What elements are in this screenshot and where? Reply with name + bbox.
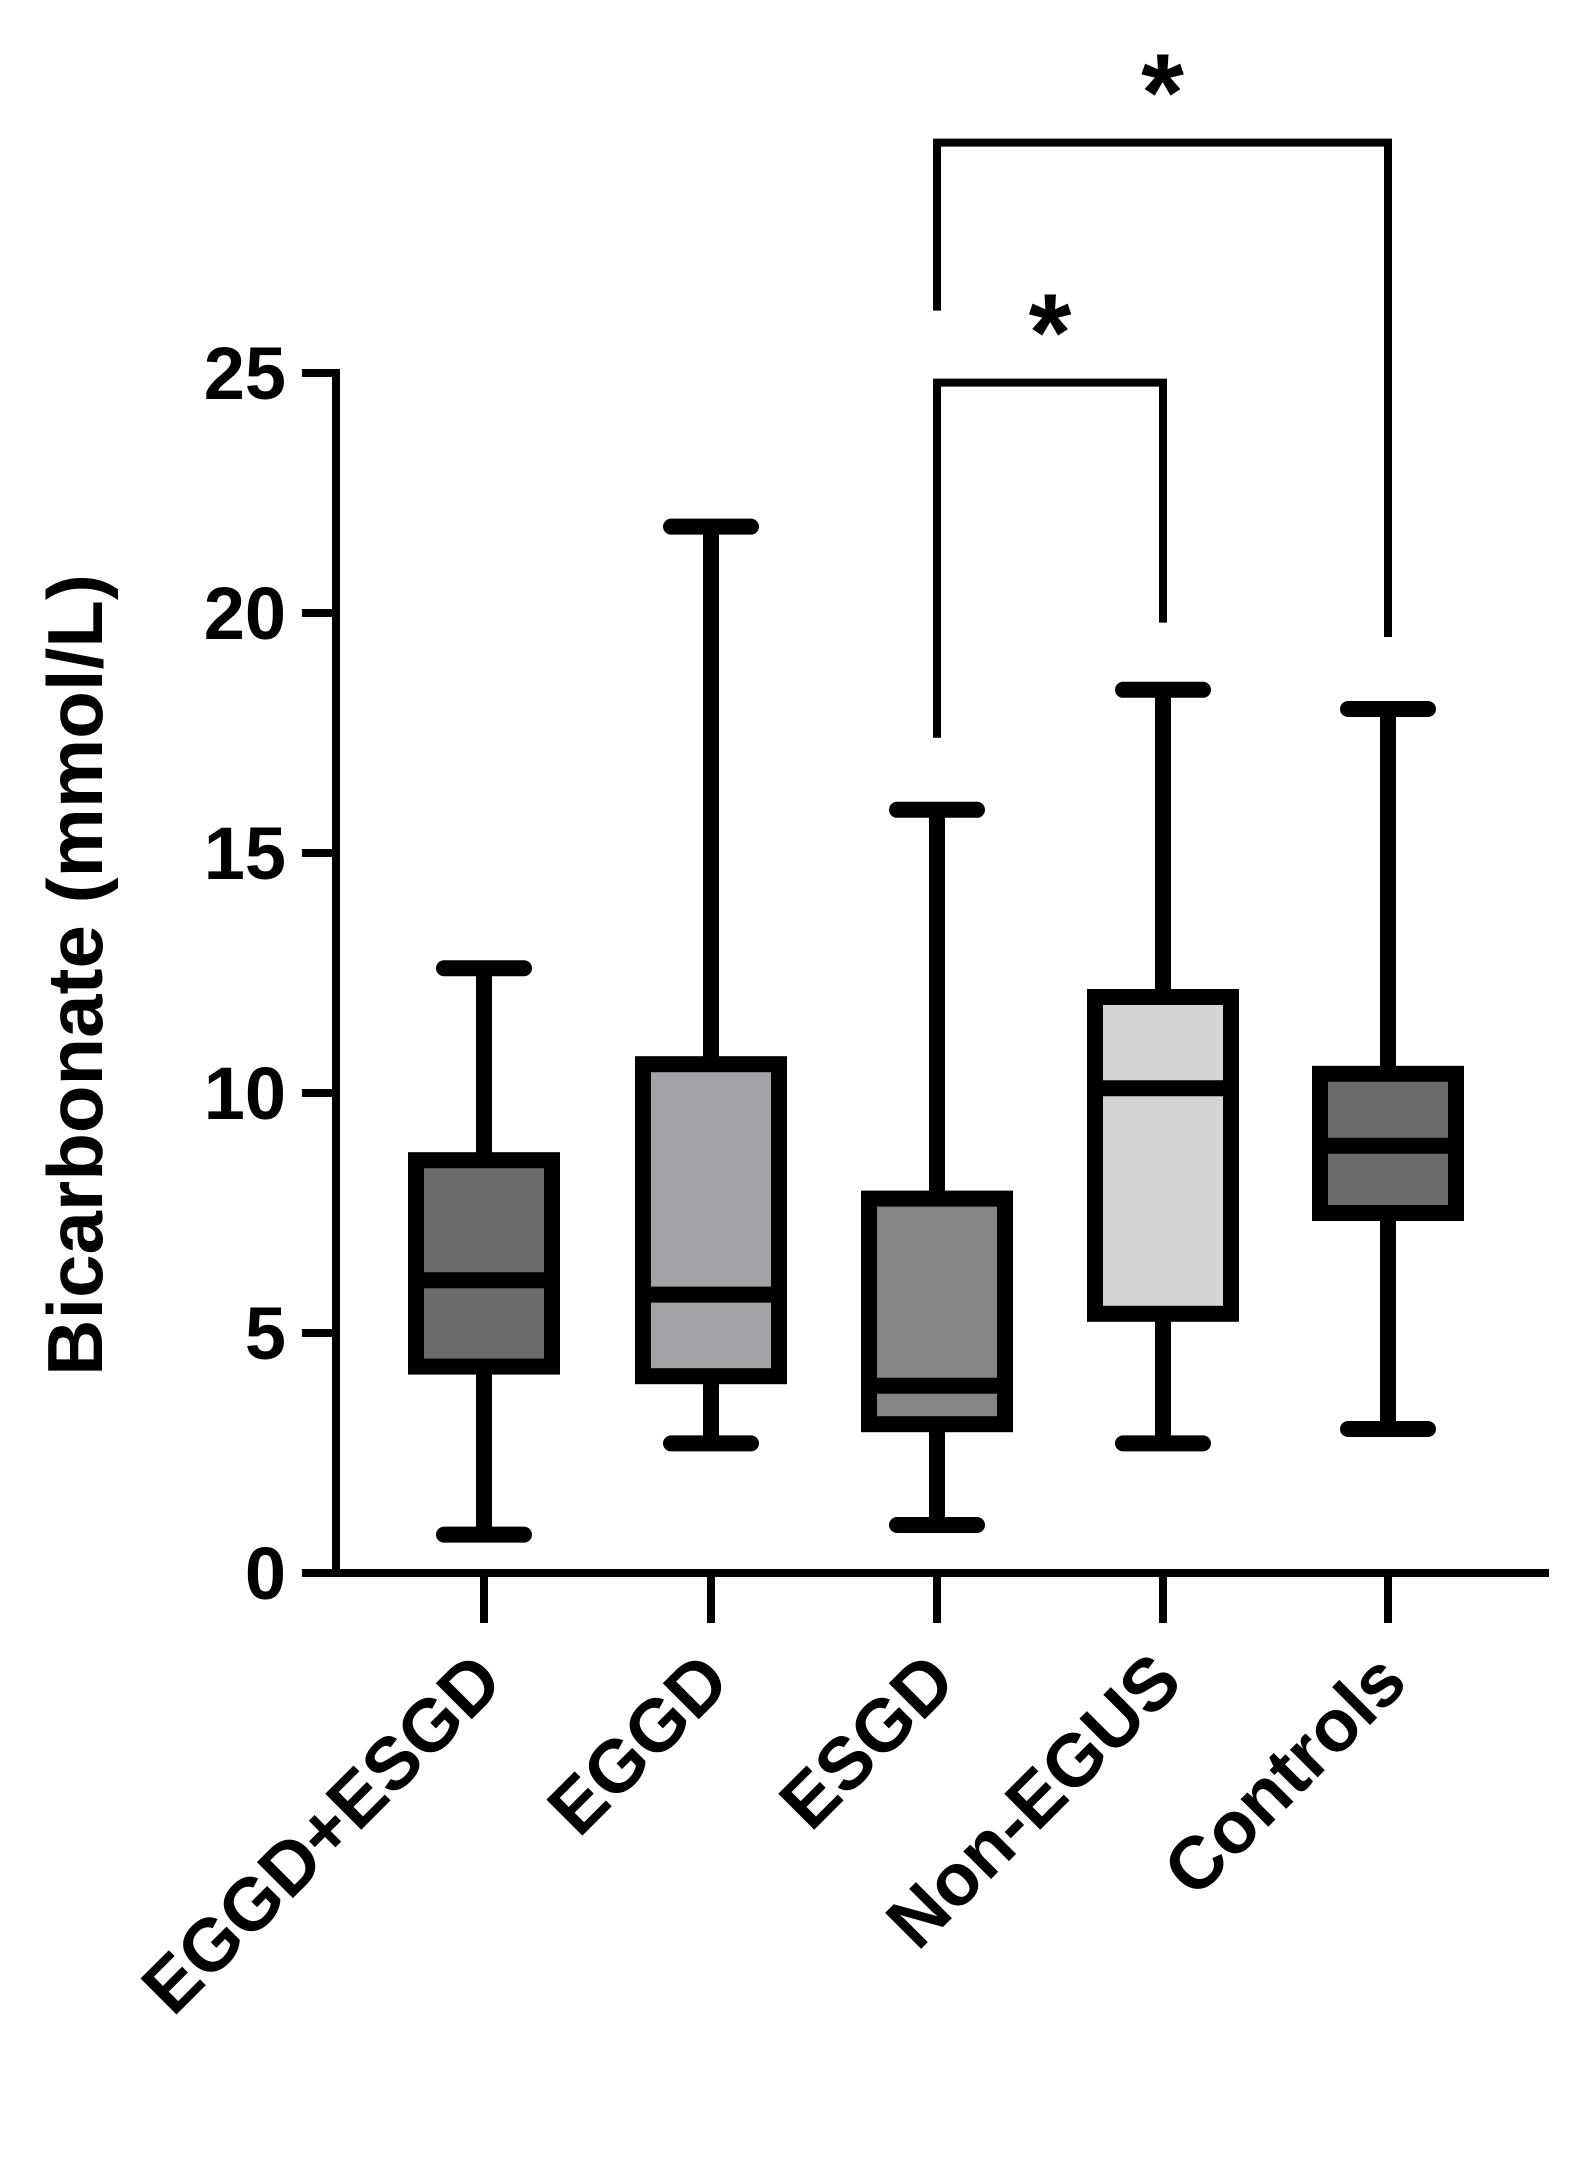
bracket-line: [933, 378, 1167, 738]
significance-bracket: *: [933, 272, 1167, 738]
y-tick-label: 15: [204, 812, 286, 895]
box-eggd: [635, 518, 787, 1452]
box-series: [408, 518, 1464, 1543]
box-iqr: [408, 1152, 560, 1375]
significance-brackets: **: [933, 32, 1392, 738]
box-eggd-esgd: [408, 960, 560, 1543]
significance-star: *: [1029, 272, 1072, 395]
x-tick-label: EGGD+ESGD: [126, 1638, 518, 2030]
x-tick-label: ESGD: [763, 1638, 970, 1845]
box-esgd: [861, 801, 1013, 1533]
y-tick-label: 10: [204, 1052, 286, 1135]
box-non-egus: [1087, 681, 1239, 1452]
y-axis-label: Bicarbonate (mmol/L): [31, 574, 119, 1376]
significance-bracket: *: [933, 32, 1392, 637]
y-tick-label: 20: [204, 572, 286, 655]
x-tick-label: Controls: [1148, 1638, 1422, 1912]
y-tick-label: 5: [245, 1292, 286, 1375]
box-iqr: [635, 1056, 787, 1385]
box-controls: [1312, 701, 1464, 1437]
y-tick-label: 0: [245, 1532, 286, 1615]
y-tick-label: 25: [204, 332, 286, 415]
x-tick-label: EGGD: [532, 1638, 745, 1851]
bracket-line: [933, 138, 1392, 637]
box-iqr: [1087, 989, 1239, 1322]
significance-star: *: [1141, 32, 1184, 155]
